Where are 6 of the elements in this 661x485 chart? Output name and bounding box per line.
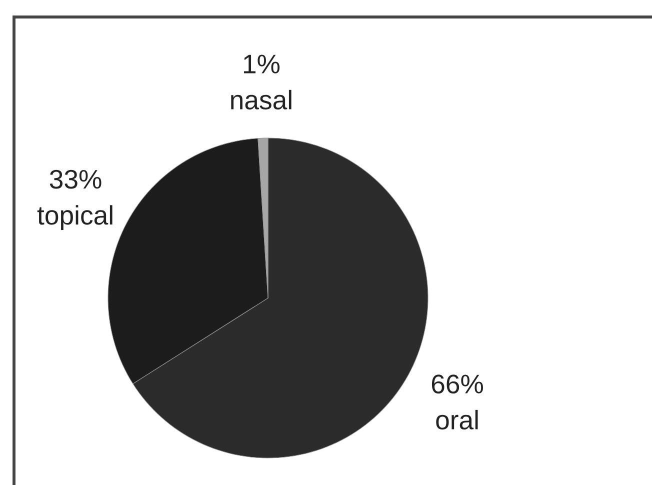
data-label: 66% — [432, 374, 483, 394]
data-label: 33% — [50, 170, 102, 189]
slice-label: oral — [436, 410, 478, 430]
slice-label: nasal — [231, 90, 292, 110]
data-label: 1% — [244, 54, 280, 74]
slice-label: topical — [37, 205, 112, 230]
